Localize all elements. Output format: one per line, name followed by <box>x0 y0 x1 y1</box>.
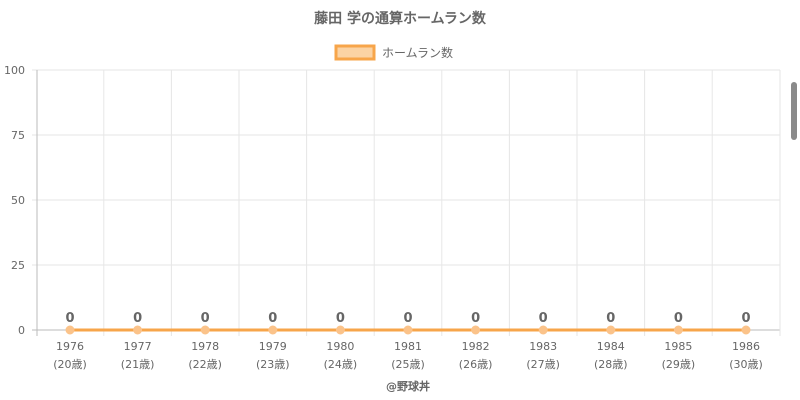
x-tick-sublabel: (24歳) <box>324 358 358 371</box>
data-label: 0 <box>674 311 683 326</box>
y-tick-label: 75 <box>11 129 25 142</box>
legend-label: ホームラン数 <box>382 45 453 60</box>
x-tick-sublabel: (28歳) <box>594 358 628 371</box>
data-point <box>673 325 683 335</box>
x-tick-sublabel: (23歳) <box>256 358 290 371</box>
x-tick-label: 1986 <box>732 340 760 353</box>
data-label: 0 <box>741 311 750 326</box>
x-tick-sublabel: (22歳) <box>188 358 222 371</box>
data-point <box>335 325 345 335</box>
data-point <box>471 325 481 335</box>
data-label: 0 <box>403 311 412 326</box>
data-label: 0 <box>606 311 615 326</box>
data-point <box>133 325 143 335</box>
grid <box>32 69 781 336</box>
data-label: 0 <box>471 311 480 326</box>
data-point <box>268 325 278 335</box>
x-tick-label: 1977 <box>124 340 152 353</box>
x-tick-label: 1984 <box>597 340 625 353</box>
data-point <box>538 325 548 335</box>
legend-swatch <box>334 44 376 61</box>
y-tick-label: 25 <box>11 259 25 272</box>
scrollbar[interactable] <box>791 82 797 140</box>
x-tick-label: 1982 <box>462 340 490 353</box>
y-tick-label: 0 <box>18 324 25 337</box>
x-tick-sublabel: (27歳) <box>526 358 560 371</box>
x-tick-sublabel: (20歳) <box>53 358 87 371</box>
x-tick-label: 1981 <box>394 340 422 353</box>
x-tick-sublabel: (25歳) <box>391 358 425 371</box>
y-axis: 0 25 50 75 100 <box>4 64 25 337</box>
x-tick-sublabel: (21歳) <box>121 358 155 371</box>
data-label: 0 <box>133 311 142 326</box>
data-label: 0 <box>65 311 74 326</box>
data-point <box>65 325 75 335</box>
data-point <box>741 325 751 335</box>
data-point <box>403 325 413 335</box>
x-tick-label: 1983 <box>529 340 557 353</box>
x-axis: 1976 (20歳) 1977 (21歳) 1978 (22歳) 1979 (23歳) 1980… <box>53 340 763 371</box>
data-labels: 0 0 0 0 0 0 0 0 0 0 0 <box>65 311 750 326</box>
series-homeruns <box>65 325 751 335</box>
data-point <box>200 325 210 335</box>
x-tick-label: 1980 <box>326 340 354 353</box>
y-tick-label: 100 <box>4 64 25 77</box>
x-tick-label: 1976 <box>56 340 84 353</box>
x-tick-label: 1985 <box>664 340 692 353</box>
x-tick-sublabel: (30歳) <box>729 358 763 371</box>
data-label: 0 <box>201 311 210 326</box>
data-point <box>606 325 616 335</box>
data-label: 0 <box>336 311 345 326</box>
x-tick-sublabel: (26歳) <box>459 358 493 371</box>
x-tick-label: 1978 <box>191 340 219 353</box>
data-label: 0 <box>539 311 548 326</box>
chart-title: 藤田 学の通算ホームラン数 <box>314 10 487 27</box>
x-tick-label: 1979 <box>259 340 287 353</box>
x-tick-sublabel: (29歳) <box>662 358 696 371</box>
legend[interactable]: ホームラン数 <box>334 44 453 61</box>
data-label: 0 <box>268 311 277 326</box>
credit: @野球丼 <box>386 379 430 393</box>
y-tick-label: 50 <box>11 194 25 207</box>
